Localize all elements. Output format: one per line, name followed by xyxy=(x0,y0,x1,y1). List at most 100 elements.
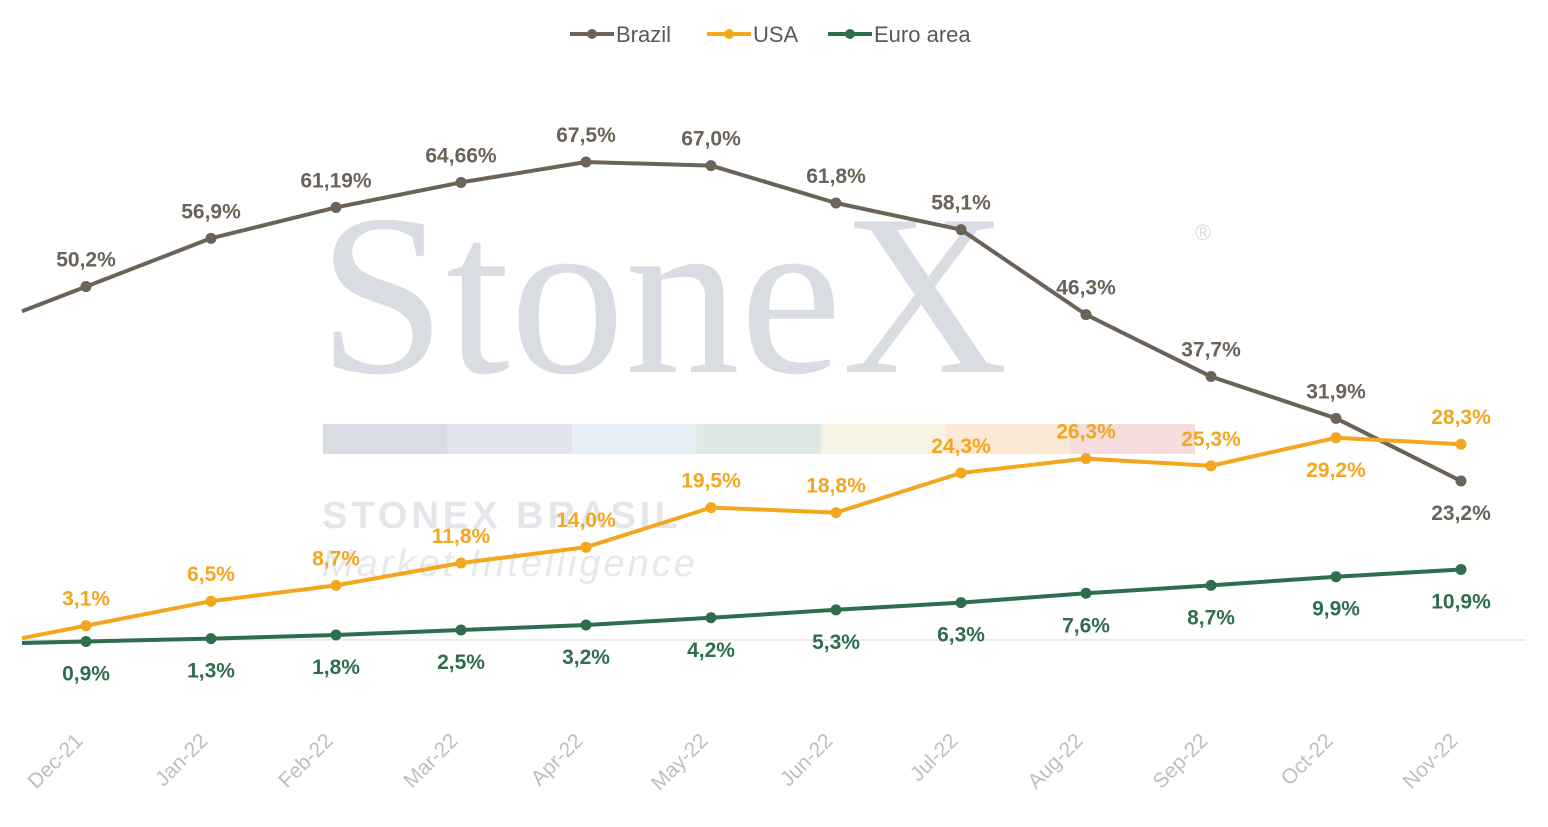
data-label: 25,3% xyxy=(1181,428,1241,451)
data-point xyxy=(1205,371,1217,383)
data-label: 3,2% xyxy=(562,646,610,669)
data-point xyxy=(1330,432,1342,444)
data-point xyxy=(205,232,217,244)
watermark-stripe xyxy=(821,424,946,454)
legend-label: USA xyxy=(753,22,799,47)
data-point xyxy=(830,604,842,616)
data-point xyxy=(1205,579,1217,591)
watermark-stripe xyxy=(572,424,697,454)
data-point xyxy=(705,160,717,172)
data-label: 7,6% xyxy=(1062,614,1110,637)
watermark-stripe xyxy=(945,424,1071,454)
data-label: 6,5% xyxy=(187,563,235,586)
x-tick-label: Mar-22 xyxy=(399,729,462,792)
data-point xyxy=(1080,587,1092,599)
data-point xyxy=(80,620,92,632)
watermark-stripe xyxy=(323,424,448,454)
data-point xyxy=(330,201,342,213)
data-label: 14,0% xyxy=(556,509,616,532)
x-tick-label: Feb-22 xyxy=(274,729,337,792)
x-tick-label: May-22 xyxy=(647,729,713,795)
legend-swatch-marker xyxy=(724,29,734,39)
watermark-stripe xyxy=(696,424,822,454)
data-point xyxy=(205,595,217,607)
data-label: 29,2% xyxy=(1306,459,1366,482)
data-point xyxy=(80,281,92,293)
x-tick-label: Jan-22 xyxy=(151,729,213,791)
data-point xyxy=(1455,475,1467,487)
x-tick-label: Jul-22 xyxy=(906,729,963,786)
data-label: 64,66% xyxy=(425,144,497,167)
x-tick-label: Oct-22 xyxy=(1277,729,1338,790)
data-point xyxy=(80,636,92,648)
legend: Brazil USA Euro area xyxy=(570,22,971,47)
data-label: 23,2% xyxy=(1431,502,1491,525)
watermark-logo-text: StoneX xyxy=(318,167,1008,422)
data-point xyxy=(455,176,467,188)
data-label: 6,3% xyxy=(937,624,985,647)
data-label: 2,5% xyxy=(437,651,485,674)
data-point xyxy=(330,579,342,591)
data-label: 37,7% xyxy=(1181,339,1241,362)
data-label: 18,8% xyxy=(806,475,866,498)
series-layer xyxy=(21,156,1467,648)
series-line xyxy=(21,567,1462,645)
data-label: 5,3% xyxy=(812,631,860,654)
watermark-stripe xyxy=(1070,424,1195,454)
watermark-line1: STONEX BRASIL xyxy=(322,495,682,537)
data-point xyxy=(830,507,842,519)
data-label: 67,0% xyxy=(681,128,741,151)
watermark-color-stripes xyxy=(323,424,1195,454)
data-point xyxy=(455,557,467,569)
data-label: 28,3% xyxy=(1431,406,1491,429)
x-tick-label: Apr-22 xyxy=(527,729,588,790)
x-tick-label: Nov-22 xyxy=(1398,729,1462,793)
data-point xyxy=(330,629,342,641)
watermark-stripe xyxy=(447,424,573,454)
data-point xyxy=(455,624,467,636)
legend-label: Brazil xyxy=(616,22,671,47)
legend-swatch-marker xyxy=(845,29,855,39)
data-point xyxy=(1330,571,1342,583)
data-label: 3,1% xyxy=(62,588,110,611)
x-tick-label: Sep-22 xyxy=(1148,729,1212,793)
data-label: 8,7% xyxy=(1187,606,1235,629)
data-label: 4,2% xyxy=(687,639,735,662)
watermark-registered-mark: ® xyxy=(1195,220,1211,245)
data-point xyxy=(1455,438,1467,450)
data-point xyxy=(1205,460,1217,472)
data-label: 0,9% xyxy=(62,663,110,686)
data-label: 9,9% xyxy=(1312,598,1360,621)
data-point xyxy=(1080,453,1092,465)
data-label: 61,8% xyxy=(806,165,866,188)
stonex-watermark: StoneX ® STONEX BRASIL Market Intelligen… xyxy=(318,167,1211,585)
data-labels-layer: 50,2% 56,9% 61,19% 64,66% 67,5% 67,0% 61,8% 58,… xyxy=(56,124,1491,686)
data-point xyxy=(1330,412,1342,424)
data-point xyxy=(705,612,717,624)
data-point xyxy=(580,156,592,168)
x-tick-label: Dec-21 xyxy=(23,729,87,793)
x-tick-label: Jun-22 xyxy=(776,729,838,791)
data-point xyxy=(205,633,217,645)
data-label: 46,3% xyxy=(1056,277,1116,300)
data-point xyxy=(955,224,967,236)
data-label: 50,2% xyxy=(56,249,116,272)
data-label: 10,9% xyxy=(1431,591,1491,614)
data-point xyxy=(1080,309,1092,321)
data-point xyxy=(955,597,967,609)
data-point xyxy=(1455,564,1467,576)
series-line xyxy=(21,435,1462,641)
data-label: 61,19% xyxy=(300,169,372,192)
data-label: 56,9% xyxy=(181,200,241,223)
data-label: 26,3% xyxy=(1056,421,1116,444)
data-label: 67,5% xyxy=(556,124,616,147)
data-label: 11,8% xyxy=(432,525,491,548)
data-point xyxy=(705,502,717,514)
data-label: 24,3% xyxy=(931,435,991,458)
legend-swatch-marker xyxy=(587,29,597,39)
data-label: 8,7% xyxy=(312,547,360,570)
data-point xyxy=(955,467,967,479)
data-label: 1,8% xyxy=(312,656,360,679)
legend-label: Euro area xyxy=(874,22,971,47)
